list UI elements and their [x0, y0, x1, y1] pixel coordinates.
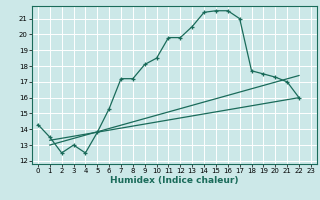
X-axis label: Humidex (Indice chaleur): Humidex (Indice chaleur) — [110, 176, 239, 185]
